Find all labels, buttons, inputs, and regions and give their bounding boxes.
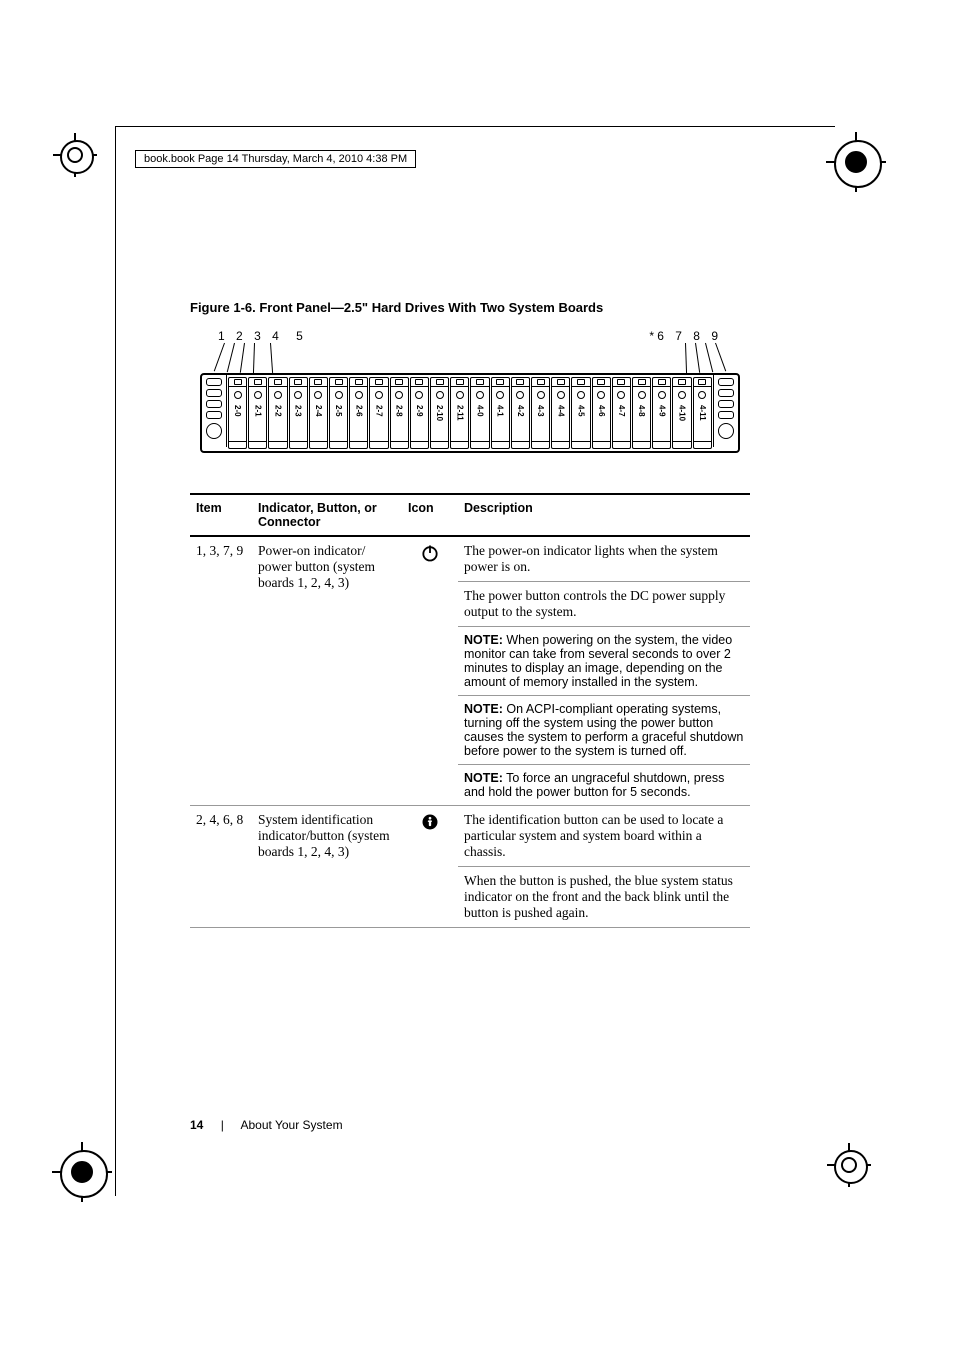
page: book.book Page 14 Thursday, March 4, 201… xyxy=(0,0,954,1350)
drive-bay: 4-5 xyxy=(571,377,590,449)
frame-line-left xyxy=(115,126,116,1196)
reg-mark-tl xyxy=(60,140,120,200)
reg-mark-bl xyxy=(60,1150,120,1210)
drive-bay: 4-9 xyxy=(652,377,671,449)
drive-bay: 2-9 xyxy=(410,377,429,449)
drive-bay: 4-6 xyxy=(592,377,611,449)
lead-lines-right xyxy=(658,343,718,373)
drive-bay: 2-0 xyxy=(228,377,247,449)
table-row: 1, 3, 7, 9Power-on indicator/ power butt… xyxy=(190,536,750,582)
power-icon xyxy=(420,543,440,563)
cell-indicator: Power-on indicator/ power button (system… xyxy=(252,536,402,806)
table-row: 2, 4, 6, 8System identification indicato… xyxy=(190,806,750,867)
running-header: book.book Page 14 Thursday, March 4, 201… xyxy=(135,150,416,168)
drive-bay: 2-3 xyxy=(289,377,308,449)
figure-diagram: 1 2 3 4 5 * 6 7 8 9 xyxy=(200,329,740,469)
callout-4: 4 xyxy=(272,329,283,343)
drive-bay: 2-5 xyxy=(329,377,348,449)
callouts-right: 6 7 8 9 xyxy=(657,329,722,343)
callout-1: 1 xyxy=(218,329,229,343)
footer-section: About Your System xyxy=(241,1118,343,1132)
asterisk: * xyxy=(649,329,654,343)
cell-indicator: System identification indicator/button (… xyxy=(252,806,402,928)
callout-5: 5 xyxy=(296,329,307,343)
drive-bay: 2-10 xyxy=(430,377,449,449)
callout-3: 3 xyxy=(254,329,265,343)
callout-6: 6 xyxy=(657,329,668,343)
drive-bay: 4-8 xyxy=(632,377,651,449)
cell-description: NOTE: To force an ungraceful shutdown, p… xyxy=(458,765,750,806)
cell-description: The power button controls the DC power s… xyxy=(458,582,750,627)
cell-item: 1, 3, 7, 9 xyxy=(190,536,252,806)
th-indicator: Indicator, Button, or Connector xyxy=(252,494,402,536)
th-description: Description xyxy=(458,494,750,536)
cell-icon xyxy=(402,806,458,928)
cell-description: When the button is pushed, the blue syst… xyxy=(458,867,750,928)
drive-bay: 4-1 xyxy=(491,377,510,449)
th-icon: Icon xyxy=(402,494,458,536)
drive-bay: 4-7 xyxy=(612,377,631,449)
table-header-row: Item Indicator, Button, or Connector Ico… xyxy=(190,494,750,536)
drive-bay: 2-6 xyxy=(349,377,368,449)
content-area: Figure 1-6. Front Panel—2.5" Hard Drives… xyxy=(190,300,750,928)
callout-9: 9 xyxy=(711,329,722,343)
drive-bay: 4-3 xyxy=(531,377,550,449)
reg-mark-tr xyxy=(834,140,894,200)
cell-description: The power-on indicator lights when the s… xyxy=(458,536,750,582)
drive-bay: 2-4 xyxy=(309,377,328,449)
callouts-left: 1 2 3 4 5 xyxy=(218,329,307,343)
drive-bays: 2-02-12-22-32-42-52-62-72-82-92-102-114-… xyxy=(228,377,712,449)
info-icon xyxy=(420,812,440,832)
page-footer: 14 | About Your System xyxy=(190,1118,343,1132)
drive-bay: 4-10 xyxy=(672,377,691,449)
lead-lines-left xyxy=(222,343,282,373)
drive-bay: 4-11 xyxy=(693,377,712,449)
drive-bay: 2-7 xyxy=(369,377,388,449)
indicator-table: Item Indicator, Button, or Connector Ico… xyxy=(190,493,750,928)
page-number: 14 xyxy=(190,1118,203,1132)
cell-description: NOTE: On ACPI-compliant operating system… xyxy=(458,696,750,765)
footer-separator: | xyxy=(221,1118,224,1132)
callout-2: 2 xyxy=(236,329,247,343)
chassis-right-cap xyxy=(713,375,738,447)
table-body: 1, 3, 7, 9Power-on indicator/ power butt… xyxy=(190,536,750,928)
th-item: Item xyxy=(190,494,252,536)
drive-bay: 2-1 xyxy=(248,377,267,449)
chassis-left-cap xyxy=(202,375,227,447)
drive-bay: 4-0 xyxy=(470,377,489,449)
frame-line-top xyxy=(115,126,835,127)
drive-bay: 4-2 xyxy=(511,377,530,449)
drive-bay: 2-11 xyxy=(450,377,469,449)
drive-bay: 2-8 xyxy=(390,377,409,449)
cell-description: The identification button can be used to… xyxy=(458,806,750,867)
cell-description: NOTE: When powering on the system, the v… xyxy=(458,627,750,696)
drive-bay: 2-2 xyxy=(268,377,287,449)
drive-bay: 4-4 xyxy=(551,377,570,449)
cell-icon xyxy=(402,536,458,806)
figure-caption: Figure 1-6. Front Panel—2.5" Hard Drives… xyxy=(190,300,750,315)
callout-7: 7 xyxy=(675,329,686,343)
callout-8: 8 xyxy=(693,329,704,343)
reg-mark-br xyxy=(834,1150,894,1210)
chassis: 2-02-12-22-32-42-52-62-72-82-92-102-114-… xyxy=(200,373,740,453)
cell-item: 2, 4, 6, 8 xyxy=(190,806,252,928)
